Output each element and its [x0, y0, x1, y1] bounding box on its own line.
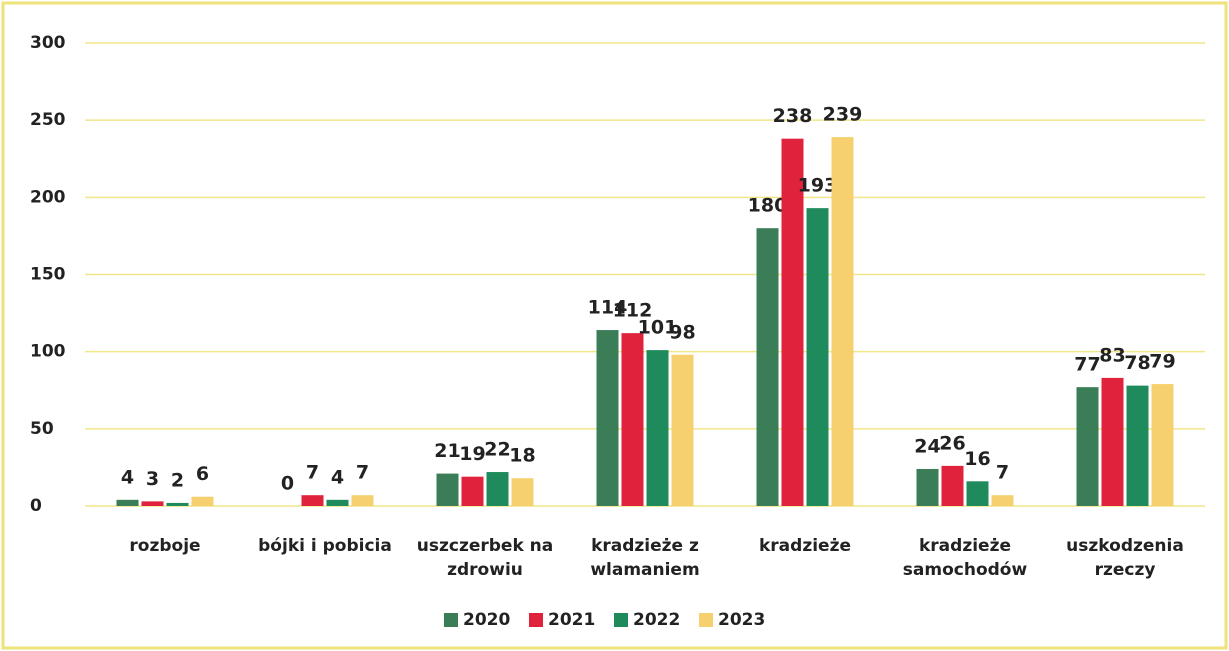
x-tick-label: uszkodzenia rzeczy [1066, 536, 1184, 580]
data-label: 83 [1099, 344, 1125, 366]
legend-label: 2021 [548, 610, 595, 630]
data-label: 193 [798, 175, 838, 197]
data-label: 238 [773, 105, 813, 127]
y-tick-label: 100 [30, 342, 66, 362]
y-tick-label: 0 [30, 496, 42, 516]
data-label: 4 [121, 466, 134, 488]
bar [301, 495, 324, 506]
legend-swatch [699, 613, 713, 627]
bar [1076, 387, 1099, 506]
data-label: 18 [509, 445, 535, 467]
bar [916, 468, 939, 506]
x-tick-label: rozboje [129, 536, 201, 556]
data-label: 24 [914, 435, 940, 457]
bar [486, 472, 509, 506]
bar [756, 228, 779, 506]
data-label: 78 [1124, 352, 1150, 374]
legend-swatch [529, 613, 543, 627]
bar [1101, 377, 1124, 506]
x-tick-label: uszczerbek na zdrowiu [416, 536, 554, 580]
data-label: 22 [484, 439, 510, 461]
bar [831, 137, 854, 507]
bar [966, 481, 989, 506]
data-label: 4 [331, 466, 344, 488]
data-label: 114 [588, 297, 628, 319]
y-tick-label: 300 [30, 33, 66, 53]
bar [991, 495, 1014, 506]
bar [461, 476, 484, 506]
bar [351, 495, 374, 506]
bar [141, 501, 164, 506]
bar [116, 499, 139, 506]
legend-swatch [444, 613, 458, 627]
y-tick-label: 250 [30, 110, 66, 130]
bar [671, 354, 694, 506]
data-label: 6 [196, 463, 209, 485]
data-label: 7 [306, 462, 319, 484]
y-tick-label: 200 [30, 187, 66, 207]
legend-label: 2023 [718, 610, 765, 630]
bar [166, 502, 189, 506]
y-tick-label: 150 [30, 265, 66, 285]
x-tick-label: kradzieże z wlamaniem [590, 536, 700, 580]
legend-label: 2020 [463, 610, 510, 630]
data-label: 0 [281, 473, 294, 495]
bar [511, 478, 534, 506]
bar [941, 465, 964, 506]
data-label: 77 [1074, 354, 1100, 376]
data-label: 180 [748, 195, 788, 217]
x-tick-label: bójki i pobicia [258, 536, 392, 556]
data-label: 7 [996, 462, 1009, 484]
data-label: 239 [823, 104, 863, 126]
bar [646, 350, 669, 506]
data-label: 101 [638, 317, 678, 339]
x-tick-label: kradzieże [758, 536, 851, 556]
bar [596, 330, 619, 506]
data-label: 16 [964, 448, 990, 470]
bar [781, 138, 804, 507]
data-label: 79 [1149, 351, 1175, 373]
data-label: 21 [434, 440, 460, 462]
y-tick-label: 50 [30, 419, 54, 439]
data-label: 26 [939, 432, 965, 454]
bar [1151, 384, 1174, 506]
bar [806, 208, 829, 507]
data-label: 19 [459, 443, 485, 465]
bar [436, 473, 459, 506]
data-label: 98 [669, 321, 695, 343]
legend-swatch [614, 613, 628, 627]
bar [326, 499, 349, 506]
data-label: 7 [356, 462, 369, 484]
data-label: 2 [171, 469, 184, 491]
x-tick-label: kradzieże samochodów [902, 536, 1028, 580]
bar [621, 333, 644, 506]
bar [191, 496, 214, 506]
legend-label: 2022 [633, 610, 680, 630]
bar [1126, 385, 1149, 506]
data-label: 112 [613, 300, 653, 322]
data-label: 3 [146, 468, 159, 490]
